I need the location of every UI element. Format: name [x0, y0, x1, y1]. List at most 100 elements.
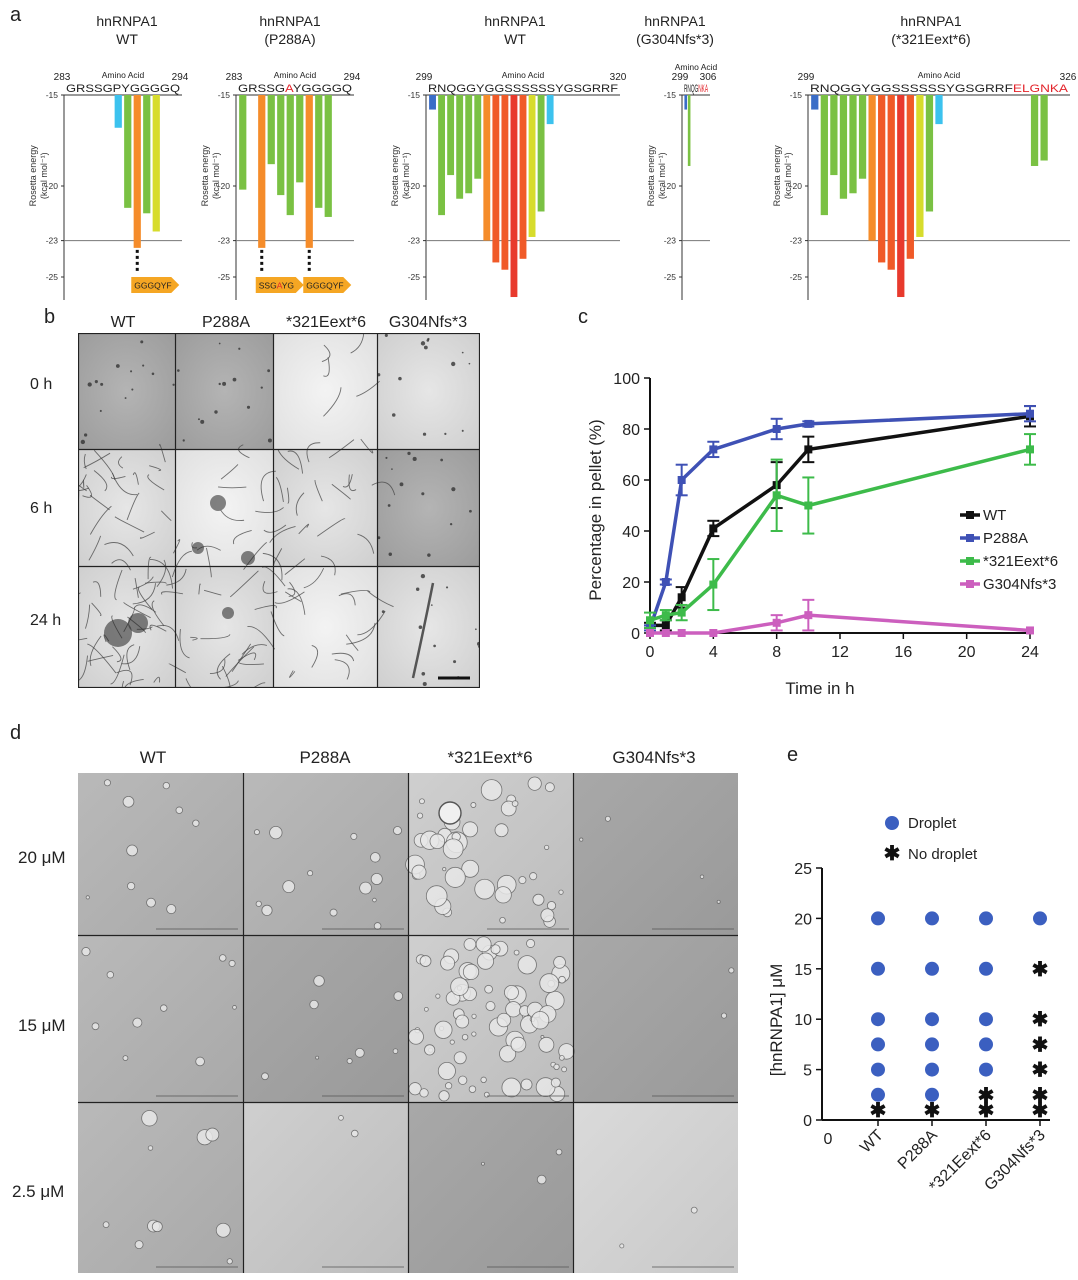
droplet-point — [925, 911, 939, 926]
series-point — [677, 593, 686, 602]
panel-d-row-2-5um: 2.5 μM — [12, 1182, 65, 1201]
rosetta-ytick: -20 — [664, 181, 677, 191]
droplet-point — [871, 911, 885, 926]
rosetta-sequence: RNQGNKA — [684, 83, 708, 95]
chart-c-ytick: 20 — [622, 575, 640, 592]
series-point — [646, 629, 654, 637]
amino-acid-label: Amino Acid — [102, 70, 145, 80]
panel-e-ylabel: [hnRNPA1] μM — [767, 964, 786, 1076]
series-point — [677, 608, 686, 617]
tem-321eext-6h — [274, 450, 377, 566]
rosetta-sequence: GRSSG AYGGGGQ — [238, 83, 353, 95]
rosetta-bar — [858, 95, 867, 179]
rosetta-bar — [811, 95, 819, 110]
droplet-point — [925, 1087, 939, 1102]
panel-b-tem-grid — [78, 333, 480, 688]
chart-c-ytick: 40 — [622, 524, 640, 541]
series-point — [646, 616, 654, 625]
rosetta-ytick: -23 — [790, 236, 803, 246]
series-point — [709, 629, 718, 637]
legend-no-droplet-label: No droplet — [908, 846, 978, 863]
rosetta-bar — [510, 95, 518, 298]
panel-d-micro-grid — [78, 773, 738, 1273]
chart-c-xtick: 0 — [646, 644, 655, 661]
rosetta-bar — [820, 95, 828, 216]
tem-wt-0h — [78, 333, 175, 449]
legend-label: G304Nfs*3 — [983, 576, 1056, 593]
rosetta-start: 299 — [672, 72, 689, 83]
rosetta-start: 299 — [416, 72, 433, 83]
series-point — [804, 501, 813, 510]
series-0: WT — [644, 405, 1036, 632]
rosetta-ytick: -23 — [46, 236, 59, 246]
rosetta-ylabel: Rosetta energy(kcal mol⁻¹) — [390, 145, 411, 207]
rosetta-title2: (P288A) — [264, 31, 315, 47]
no-droplet-point: ✱ — [924, 1100, 941, 1122]
rosetta-end: 320 — [610, 72, 627, 83]
droplet-point — [925, 1037, 939, 1052]
rosetta-sequence: RNQGGYGGSSSSSSYGSGRRF ELGNKA — [810, 83, 1069, 95]
panel-d-column-p288a: P288A — [299, 748, 351, 767]
rosetta-ytick: -25 — [408, 272, 421, 282]
rosetta-bar — [492, 95, 500, 263]
droplet-point — [979, 1062, 993, 1077]
series-point — [804, 419, 813, 428]
series-point — [661, 629, 670, 637]
tem-g304nfs-0h — [378, 333, 480, 449]
series-point — [1026, 445, 1034, 454]
series-point — [661, 578, 670, 586]
rosetta-ytick: -20 — [218, 181, 231, 191]
rosetta-title2: WT — [116, 31, 138, 47]
legend-label: P288A — [983, 530, 1028, 547]
rosetta-bar — [501, 95, 509, 270]
fibril-label: SSGAYG — [259, 281, 294, 291]
panel-b-column-321eext: *321Eext*6 — [285, 314, 367, 331]
panel-e-ytick: 5 — [803, 1063, 812, 1080]
panel-e-ytick: 10 — [794, 1012, 812, 1029]
series-point — [677, 476, 686, 484]
series-point — [677, 629, 686, 637]
droplet-point — [871, 1037, 885, 1052]
rosetta-ytick: -15 — [664, 90, 677, 100]
rosetta-bar — [830, 95, 838, 176]
amino-acid-label: Amino Acid — [675, 62, 718, 72]
panel-e-xtick: P288A — [895, 1127, 941, 1173]
amino-acid-label: Amino Acid — [502, 70, 545, 80]
rosetta-title1: hnRNPA1 — [900, 13, 961, 29]
rosetta-title1: hnRNPA1 — [644, 13, 705, 29]
rosetta-bar — [546, 95, 554, 125]
no-droplet-point: ✱ — [1032, 1009, 1049, 1031]
panel-b-column-g304nfs: G304Nfs*3 — [388, 314, 468, 331]
panel-e-xtick: WT — [857, 1127, 887, 1157]
tem-321eext-24h — [274, 567, 377, 688]
series-point — [709, 524, 718, 533]
rosetta-ytick: -15 — [46, 90, 59, 100]
rosetta-ytick: -25 — [46, 272, 59, 282]
fibril-label: GGGQYF — [306, 281, 343, 291]
no-droplet-point: ✱ — [1032, 1034, 1049, 1056]
fibril-arrow — [303, 277, 352, 293]
rosetta-bar — [474, 95, 482, 179]
rosetta-bar — [906, 95, 914, 259]
panel-b-column-wt: WT — [110, 314, 136, 331]
droplet-point — [871, 1062, 885, 1077]
rosetta-chart-4: hnRNPA1 (*321Eext*6) 299 326 Amino Acid RNQGG… — [772, 13, 1077, 300]
rosetta-bar — [286, 95, 294, 216]
droplet-point — [979, 1012, 993, 1027]
rosetta-ytick: -23 — [408, 236, 421, 246]
rosetta-ytick: -23 — [664, 236, 677, 246]
rosetta-bar — [687, 95, 691, 166]
tem-wt-6h — [78, 450, 175, 566]
fibril-arrow — [131, 277, 180, 293]
rosetta-ytick: -23 — [218, 236, 231, 246]
legend-label: *321Eext*6 — [983, 553, 1058, 570]
rosetta-bar — [315, 95, 323, 208]
rosetta-bar — [258, 95, 266, 248]
droplet-point — [979, 911, 993, 926]
rosetta-bar — [114, 95, 122, 128]
droplet-point — [979, 961, 993, 976]
chart-c-ytick: 100 — [613, 371, 640, 388]
rosetta-title2: WT — [504, 31, 526, 47]
panel-label-c: c — [578, 306, 588, 328]
panel-d-column-321eext: *321Eext*6 — [447, 748, 533, 767]
